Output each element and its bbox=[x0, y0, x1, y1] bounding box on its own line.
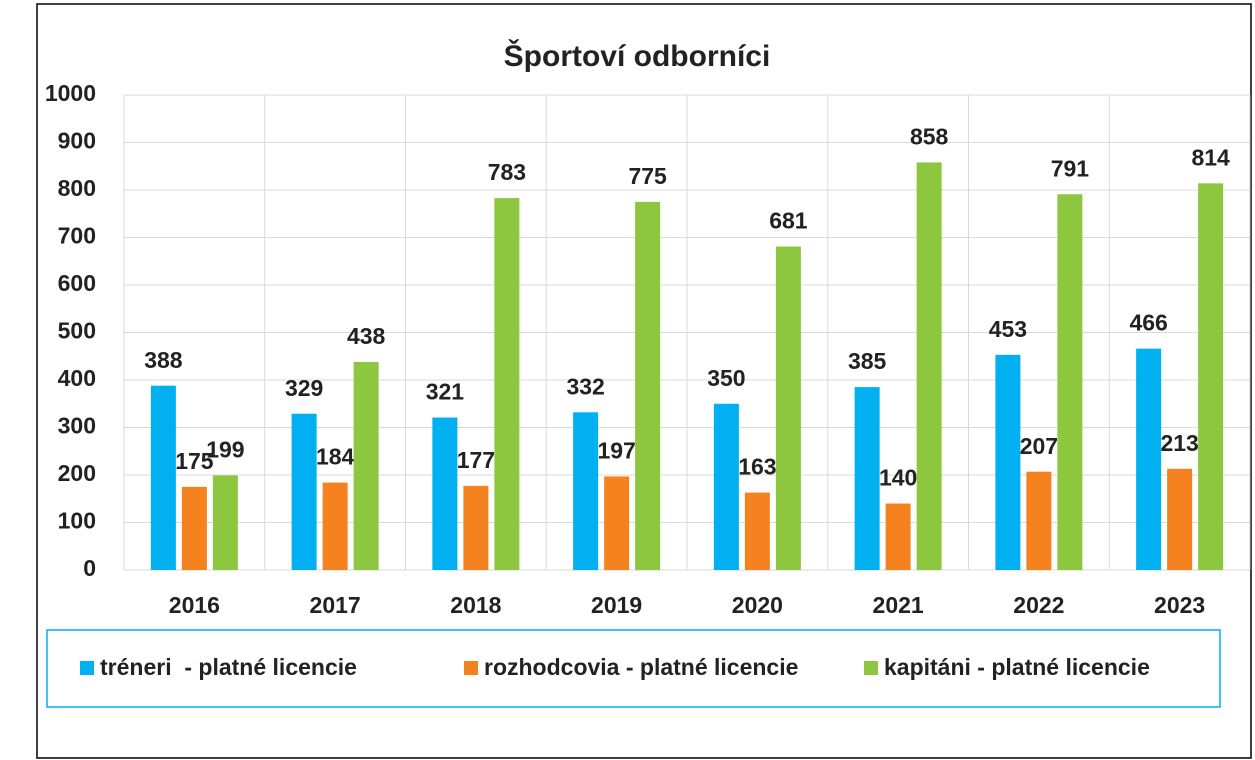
value-label: 213 bbox=[1160, 430, 1198, 456]
value-label: 466 bbox=[1129, 310, 1167, 336]
bar bbox=[181, 486, 207, 570]
bar bbox=[885, 503, 911, 570]
bar bbox=[291, 413, 317, 570]
bar bbox=[212, 475, 238, 570]
y-tick-label: 400 bbox=[58, 365, 96, 391]
bar bbox=[604, 476, 630, 570]
value-label: 321 bbox=[426, 379, 465, 405]
value-label: 175 bbox=[175, 448, 214, 474]
y-tick-label: 700 bbox=[58, 223, 96, 249]
legend-swatch bbox=[464, 661, 478, 675]
bar bbox=[494, 198, 520, 570]
bar bbox=[573, 412, 599, 570]
y-tick-label: 600 bbox=[58, 270, 96, 296]
y-tick-label: 200 bbox=[58, 460, 96, 486]
value-label: 329 bbox=[285, 375, 323, 401]
legend-swatch bbox=[864, 661, 878, 675]
y-tick-label: 500 bbox=[58, 318, 96, 344]
bar bbox=[1057, 194, 1083, 570]
legend-label: rozhodcovia - platné licencie bbox=[484, 654, 798, 680]
bar bbox=[353, 361, 379, 570]
value-label: 858 bbox=[910, 124, 949, 150]
bar bbox=[744, 492, 770, 570]
bar bbox=[775, 246, 801, 570]
bar bbox=[854, 387, 880, 570]
chart-title: Športoví odborníci bbox=[504, 39, 771, 73]
value-label: 184 bbox=[316, 444, 355, 470]
value-label: 791 bbox=[1051, 155, 1090, 181]
value-label: 350 bbox=[707, 365, 745, 391]
value-label: 783 bbox=[488, 159, 526, 185]
bar bbox=[1198, 183, 1224, 570]
value-label: 453 bbox=[989, 316, 1027, 342]
legend-swatch bbox=[80, 661, 94, 675]
x-tick-label: 2022 bbox=[1013, 592, 1064, 618]
value-label: 388 bbox=[144, 347, 183, 373]
bar bbox=[713, 403, 739, 570]
value-label: 197 bbox=[597, 438, 635, 464]
y-tick-label: 0 bbox=[83, 555, 96, 581]
bar bbox=[322, 482, 348, 570]
value-label: 177 bbox=[457, 447, 495, 473]
legend-label: tréneri - platné licencie bbox=[100, 654, 357, 680]
x-tick-label: 2023 bbox=[1154, 592, 1205, 618]
value-label: 140 bbox=[879, 465, 917, 491]
y-tick-label: 900 bbox=[58, 128, 96, 154]
bar bbox=[432, 417, 458, 570]
legend-label: kapitáni - platné licencie bbox=[884, 654, 1150, 680]
x-tick-label: 2017 bbox=[310, 592, 361, 618]
y-tick-label: 300 bbox=[58, 413, 96, 439]
y-tick-label: 100 bbox=[58, 508, 96, 534]
value-label: 207 bbox=[1020, 433, 1058, 459]
bar bbox=[150, 385, 176, 570]
bar bbox=[995, 354, 1021, 570]
bar bbox=[916, 162, 942, 570]
value-label: 438 bbox=[347, 323, 386, 349]
x-tick-label: 2021 bbox=[873, 592, 924, 618]
y-tick-label: 800 bbox=[58, 175, 96, 201]
x-tick-label: 2016 bbox=[169, 592, 220, 618]
bar bbox=[463, 485, 489, 570]
value-label: 332 bbox=[566, 373, 604, 399]
bar bbox=[635, 201, 661, 570]
value-label: 775 bbox=[628, 163, 667, 189]
bar bbox=[1167, 468, 1193, 570]
value-label: 163 bbox=[738, 454, 776, 480]
x-tick-label: 2020 bbox=[732, 592, 783, 618]
value-label: 385 bbox=[848, 348, 887, 374]
value-label: 814 bbox=[1191, 144, 1230, 170]
x-tick-label: 2018 bbox=[450, 592, 501, 618]
value-label: 681 bbox=[769, 208, 808, 234]
bar bbox=[1026, 471, 1052, 570]
value-label: 199 bbox=[206, 437, 244, 463]
x-tick-label: 2019 bbox=[591, 592, 642, 618]
bar bbox=[1136, 348, 1162, 570]
legend-box bbox=[46, 629, 1221, 708]
y-tick-label: 1000 bbox=[45, 80, 96, 106]
